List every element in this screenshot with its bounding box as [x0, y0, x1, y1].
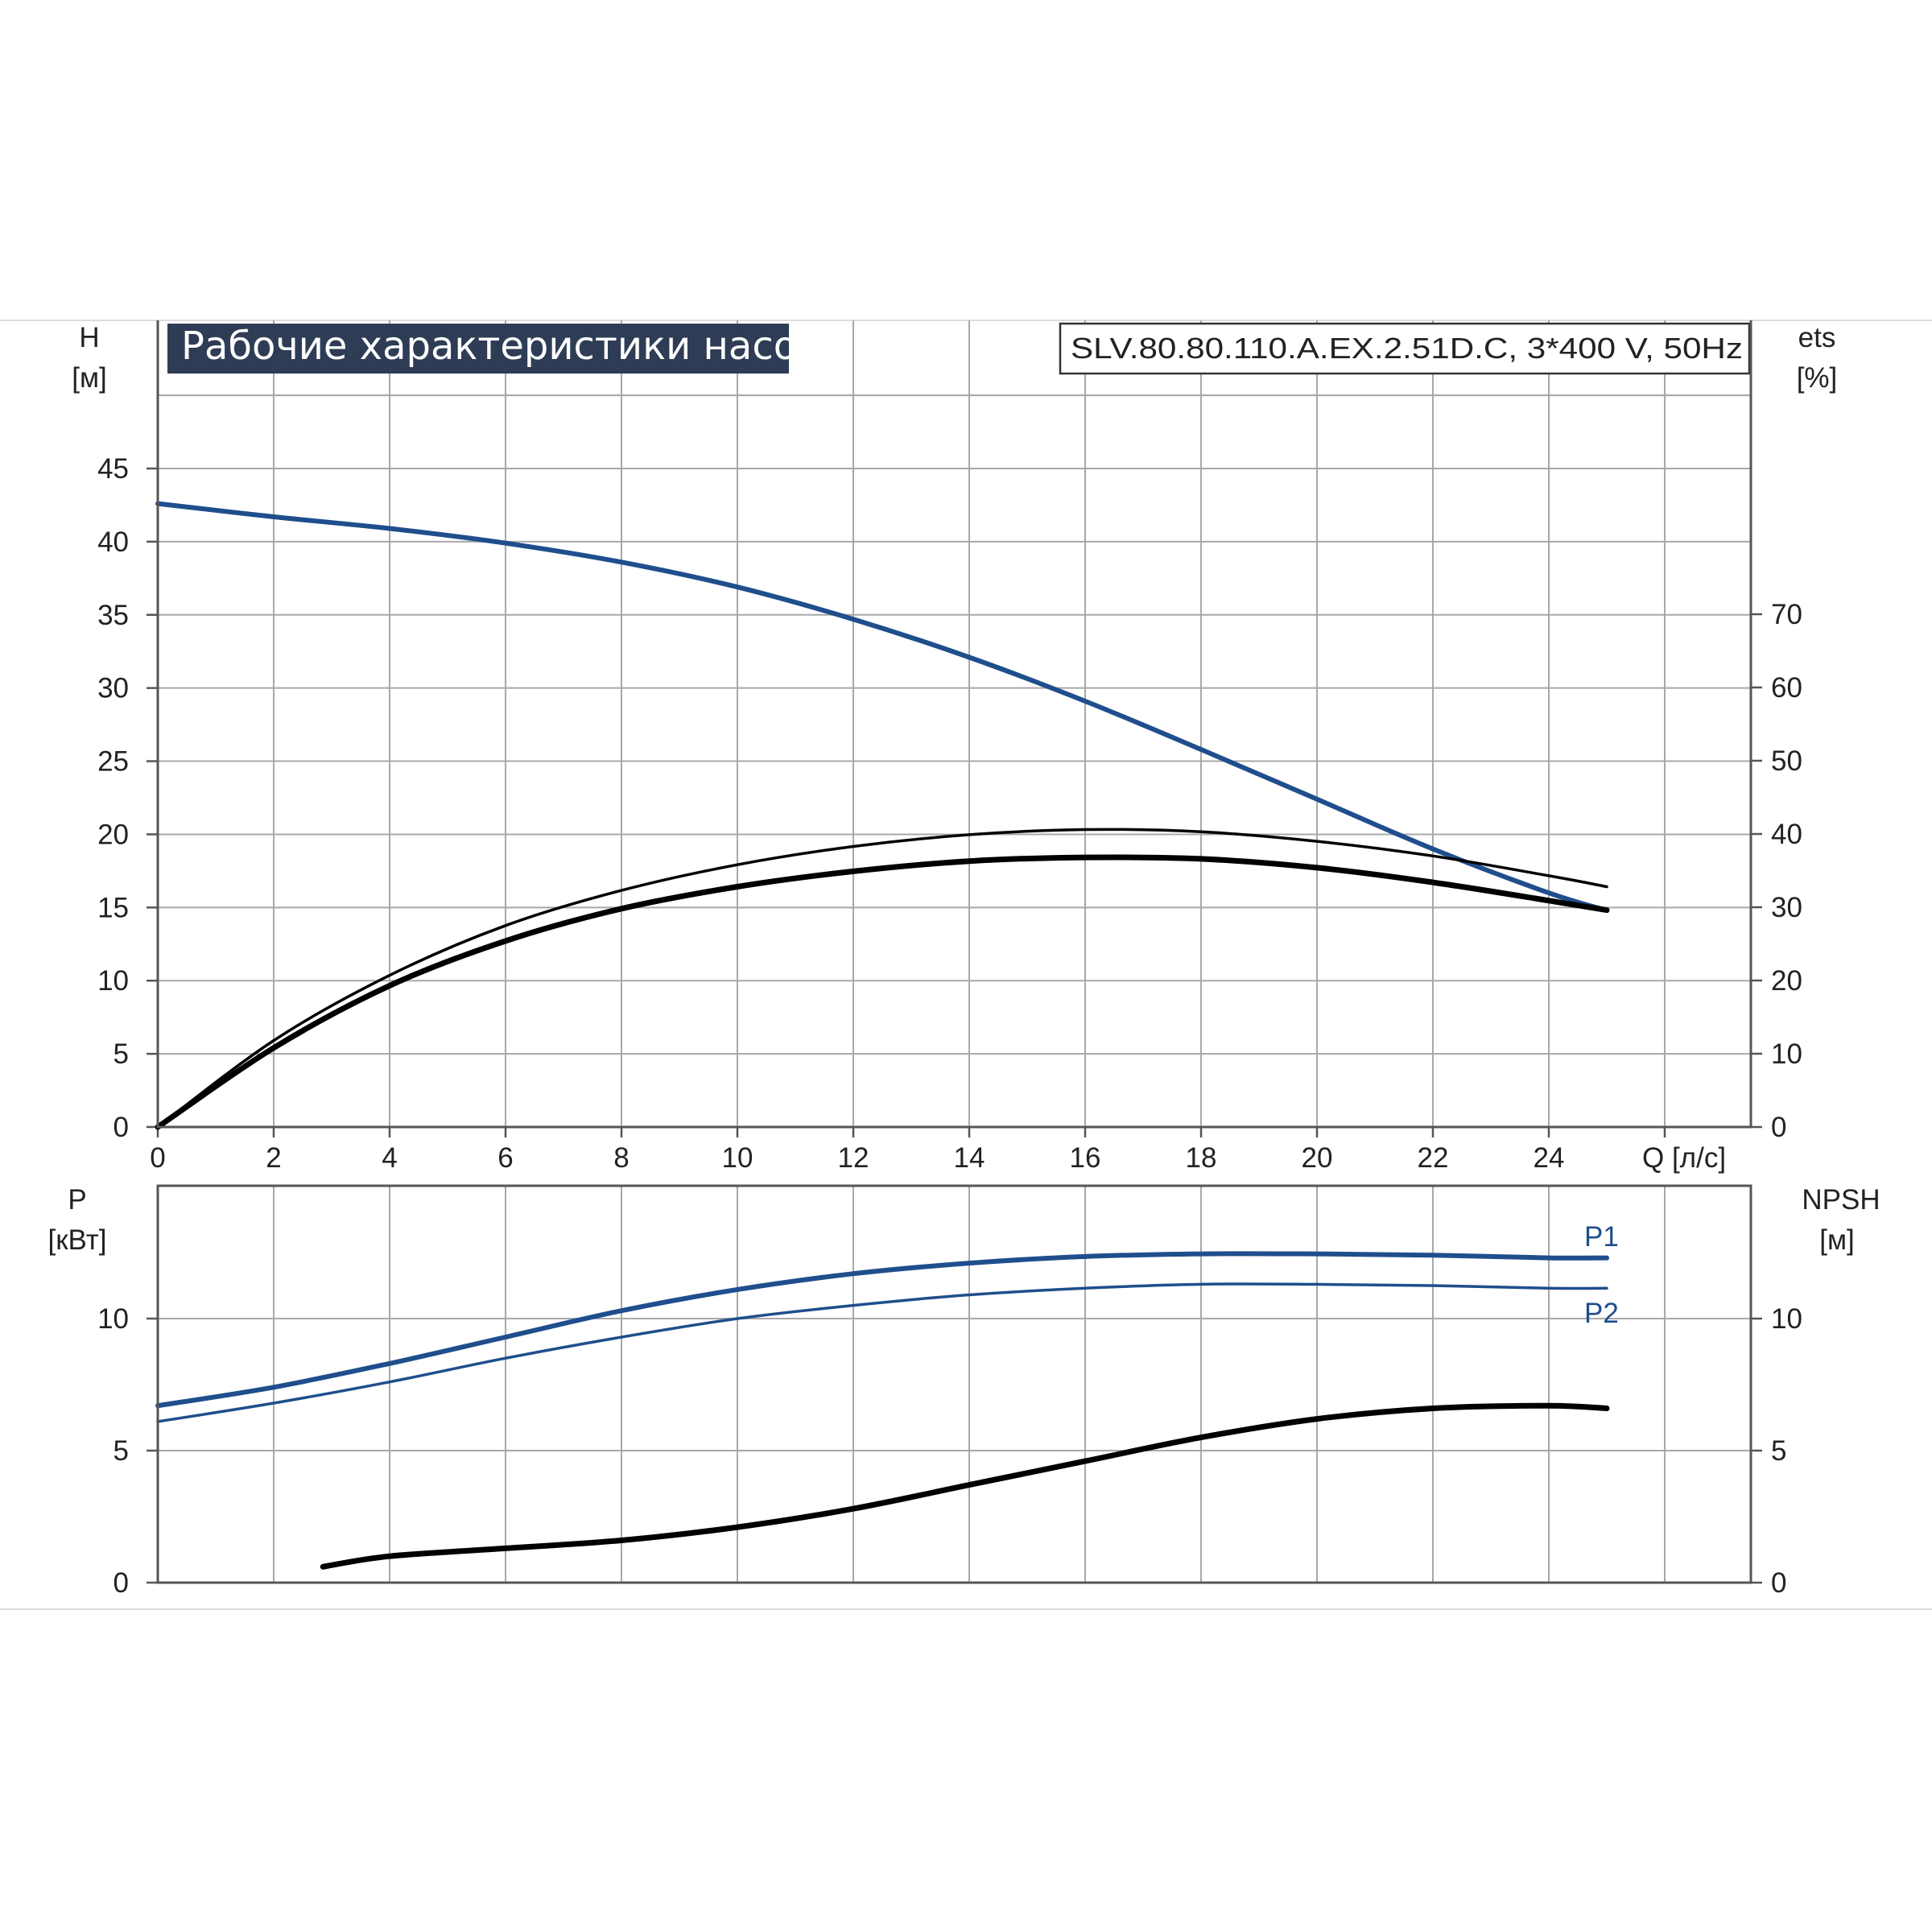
upper-left-tick-label: 5: [114, 1038, 129, 1070]
upper-series-1: [156, 828, 1608, 1129]
model-label: SLV.80.80.110.A.EX.2.51D.C, 3*400 V, 50H…: [1071, 332, 1743, 365]
lower-series-p1: [155, 1251, 1609, 1409]
upper-right-tick-label: 20: [1771, 965, 1802, 997]
upper-right-tick-label: 60: [1771, 672, 1802, 704]
p2-series-label: P2: [1584, 1298, 1619, 1329]
x-tick-label: 22: [1418, 1142, 1449, 1174]
lower-right-tick-label: 5: [1771, 1435, 1786, 1467]
upper-curves: [155, 501, 1610, 1130]
upper-left-tick-label: 25: [97, 746, 129, 778]
x-tick-label: 16: [1070, 1142, 1101, 1174]
upper-left-tick-label: 20: [97, 819, 129, 850]
h-axis-unit: [м]: [72, 362, 107, 394]
x-tick-label: 10: [722, 1142, 753, 1174]
p-axis-unit: [кВт]: [48, 1224, 107, 1256]
eff-axis-unit: [%]: [1797, 362, 1838, 394]
upper-left-tick-label: 30: [97, 673, 129, 704]
lower-curves: [155, 1251, 1610, 1570]
lower-grid: [158, 1186, 1751, 1583]
upper-plot-frame: [156, 320, 1752, 1129]
upper-left-tick-label: 15: [97, 892, 129, 923]
q-axis-label: Q [л/с]: [1642, 1142, 1726, 1174]
upper-left-tick-label: 45: [97, 453, 129, 485]
upper-series-2: [155, 854, 1610, 1130]
h-axis-label: H: [79, 322, 99, 353]
x-tick-label: 6: [497, 1142, 513, 1174]
lower-series-p2: [156, 1282, 1608, 1423]
x-tick-label: 24: [1534, 1142, 1565, 1174]
x-tick-label: 4: [382, 1142, 397, 1174]
upper-right-tick-label: 50: [1771, 745, 1802, 777]
chart-title: Рабочие характеристики насоса: [181, 324, 842, 369]
upper-left-tick-label: 10: [97, 965, 129, 997]
lower-right-tick-label: 0: [1771, 1567, 1786, 1599]
upper-grid: [158, 320, 1751, 1127]
npsh-axis-label: NPSH: [1802, 1184, 1880, 1216]
upper-right-tick-label: 40: [1771, 819, 1802, 850]
upper-right-tick-label: 0: [1771, 1112, 1786, 1143]
title-box: [167, 324, 789, 374]
upper-right-tick-label: 10: [1771, 1038, 1802, 1070]
lower-left-tick-label: 5: [114, 1435, 129, 1467]
lower-left-tick-label: 10: [97, 1303, 129, 1335]
model-box: [1059, 322, 1751, 375]
x-tick-label: 2: [266, 1142, 281, 1174]
lower-plot-frame: [156, 1184, 1752, 1584]
lower-series-2: [320, 1402, 1610, 1570]
upper-series-0: [155, 501, 1609, 913]
x-tick-label: 12: [838, 1142, 869, 1174]
upper-left-tick-label: 0: [114, 1112, 129, 1143]
upper-right-tick-label: 70: [1771, 599, 1802, 630]
upper-right-tick-label: 30: [1771, 892, 1802, 923]
p1-series-label: P1: [1584, 1221, 1619, 1253]
p-axis-label: P: [68, 1184, 86, 1216]
upper-left-tick-label: 35: [97, 600, 129, 631]
npsh-axis-unit: [м]: [1819, 1224, 1855, 1256]
upper-left-tick-label: 40: [97, 526, 129, 558]
lower-tick-labels: 0 5 10 0 5 10: [97, 1303, 1802, 1599]
x-tick-label: 20: [1302, 1142, 1333, 1174]
lower-right-tick-label: 10: [1771, 1303, 1802, 1335]
eff-axis-label: ets: [1798, 322, 1836, 353]
x-tick-label: 14: [954, 1142, 985, 1174]
x-tick-label: 18: [1186, 1142, 1217, 1174]
lower-left-tick-label: 0: [114, 1567, 129, 1599]
x-tick-label: 8: [613, 1142, 629, 1174]
x-tick-label: 0: [150, 1142, 165, 1174]
